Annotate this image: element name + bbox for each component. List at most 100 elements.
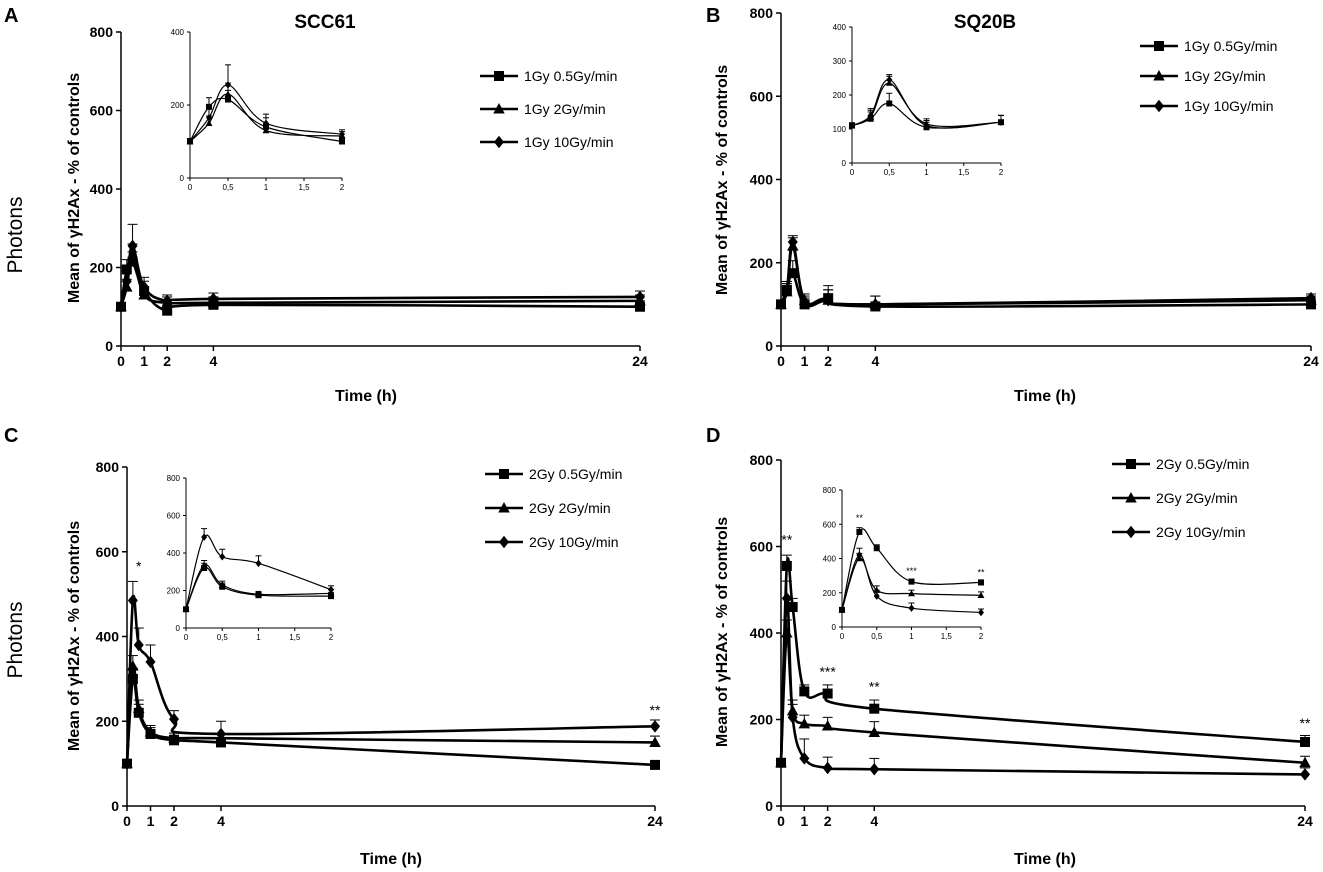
inset-D-significance-0: ** [856, 513, 864, 523]
panel-letter-D: D [706, 425, 720, 447]
main-A-series-2-point-3 [139, 280, 150, 294]
inset-D-xtick-label-1: 0,5 [871, 632, 883, 641]
main-D-series-1-point-6 [1299, 756, 1311, 768]
inset-B-ytick-label-2: 200 [833, 91, 847, 100]
inset-D-series-2-point-3 [908, 604, 915, 612]
main-B-ytick-label-4: 800 [750, 5, 774, 21]
inset-A-xtick-label-1: 0,5 [222, 183, 234, 192]
panel-C: C Photons Mean of γH2Ax - % of controls Tim… [4, 425, 663, 868]
main-D-series-1-point-3 [798, 717, 811, 729]
main-C-series-2-point-0 [122, 757, 132, 770]
main-C-significance-0: * [136, 558, 142, 574]
main-A-series-2-line [119, 244, 641, 308]
main-A-ytick-label-1: 200 [90, 260, 114, 276]
main-B-series-2-point-0 [776, 298, 786, 311]
inset-A-xtick-label-0: 0 [188, 183, 193, 192]
legend-B-label-2: 1Gy 10Gy/min [1184, 98, 1273, 114]
inset-C-series-0-line [185, 566, 332, 610]
main-C-series-2-point-4 [168, 712, 179, 726]
y-axis-label-D: Mean of γH2Ax - % of controls [714, 517, 731, 747]
inset-C-ytick-label-2: 400 [167, 549, 181, 558]
legend-C-label-2: 2Gy 10Gy/min [529, 534, 618, 550]
main-A-xtick-label-1: 1 [140, 353, 148, 369]
main-D-series-0-line [779, 556, 1306, 763]
inset-A-series-2-point-0 [187, 137, 193, 146]
main-A-series-2-point-1 [121, 274, 132, 288]
main-D-ytick-label-3: 600 [750, 539, 774, 555]
inset-B-xtick-label-3: 1,5 [958, 168, 970, 177]
inset-C-series-2-point-0 [183, 605, 189, 613]
inset-D-series-2-point-2 [873, 592, 880, 600]
main-D-series-1-line [779, 631, 1306, 765]
main-B-xtick-label-0: 0 [777, 353, 785, 369]
main-C-series-1-point-2 [132, 702, 145, 714]
main-B-xtick-label-3: 4 [871, 353, 879, 369]
main-D-significance-1: *** [819, 663, 836, 679]
inset-C-series-2-point-2 [219, 553, 226, 561]
main-C-ytick-label-4: 800 [96, 459, 120, 475]
inset-C-ytick-label-4: 800 [167, 474, 181, 483]
main-C-series-2-point-2 [133, 638, 144, 652]
main-A-series-2-point-2 [127, 239, 138, 253]
main-C-series-1-point-3 [144, 725, 157, 737]
panel-title-A: SCC61 [294, 12, 356, 33]
main-C-series-0-point-6 [650, 759, 660, 770]
inset-C-xtick-label-3: 1,5 [289, 633, 301, 642]
inset-A-xtick-label-4: 2 [340, 183, 345, 192]
inset-C-series-2-point-1 [201, 533, 208, 541]
inset-D-ytick-label-2: 400 [823, 555, 837, 564]
main-B-series-1-line [779, 244, 1312, 306]
inset-A-series-0-point-1 [206, 103, 212, 110]
main-B-ytick-label-0: 0 [765, 338, 773, 354]
main-C-series-1-point-4 [168, 732, 180, 743]
inset-D-ytick-label-1: 200 [823, 589, 837, 598]
legend-D-marker-1 [1125, 492, 1137, 503]
main-B-series-2-point-4 [823, 293, 834, 307]
main-B-series-2-point-5 [870, 298, 881, 311]
inset-B-ytick-label-1: 100 [833, 125, 847, 134]
inset-A-series-2-point-2 [225, 81, 231, 89]
inset-D-series-2-point-1 [856, 551, 863, 559]
inset-D-significance-1: *** [906, 566, 917, 576]
inset-D-series-0-point-2 [873, 545, 880, 552]
inset-A-ytick-label-0: 0 [180, 174, 185, 183]
main-D-xtick-label-0: 0 [777, 813, 785, 829]
main-B-xtick-label-2: 2 [824, 353, 832, 369]
inset-B-ytick-label-3: 300 [833, 57, 847, 66]
x-axis-label-B: Time (h) [1014, 388, 1076, 405]
main-B-xtick-label-1: 1 [801, 353, 809, 369]
inset-D-ytick-label-0: 0 [832, 623, 837, 632]
main-D-significance-2: ** [869, 678, 880, 694]
main-A-series-2-point-5 [208, 292, 219, 306]
main-D-series-2-point-6 [1300, 768, 1310, 781]
panel-B: B SQ20B Mean of γH2Ax - % of controls Time … [706, 5, 1319, 405]
inset-C-xtick-label-1: 0,5 [217, 633, 229, 642]
main-D-xtick-label-1: 1 [800, 813, 808, 829]
inset-A-ytick-label-1: 200 [171, 101, 185, 110]
main-A-series-0-point-6 [635, 301, 645, 312]
main-D-series-0-point-2 [787, 602, 798, 613]
inset-C-series-0-point-1 [201, 565, 208, 571]
main-B-series-2-point-2 [787, 235, 798, 249]
inset-B-xtick-label-2: 1 [924, 168, 929, 177]
legend-C-marker-1 [498, 502, 510, 513]
inset-C-series-1-line [185, 564, 332, 610]
inset-D-xtick-label-4: 2 [979, 632, 984, 641]
main-C-series-2-point-5 [215, 727, 226, 741]
main-A-series-0-point-1 [121, 264, 132, 275]
main-C-xtick-label-4: 24 [647, 813, 663, 829]
legend-D-label-1: 2Gy 2Gy/min [1156, 490, 1238, 506]
y-axis-label-A: Mean of γH2Ax - % of controls [66, 73, 83, 303]
inset-A-series-2-point-4 [339, 130, 345, 138]
inset-A-ytick-label-2: 400 [171, 28, 185, 37]
main-B-series-0-point-2 [787, 268, 798, 279]
inset-C-series-2-point-4 [328, 585, 334, 594]
legend-D-label-2: 2Gy 10Gy/min [1156, 524, 1245, 540]
inset-D-ytick-label-3: 600 [823, 520, 837, 529]
legend-A-marker-0 [494, 71, 504, 81]
main-A-xtick-label-4: 24 [632, 353, 648, 369]
main-C-series-0-line [125, 676, 656, 767]
y-axis-label-C: Mean of γH2Ax - % of controls [66, 521, 83, 751]
main-D-series-0-point-5 [869, 703, 880, 714]
